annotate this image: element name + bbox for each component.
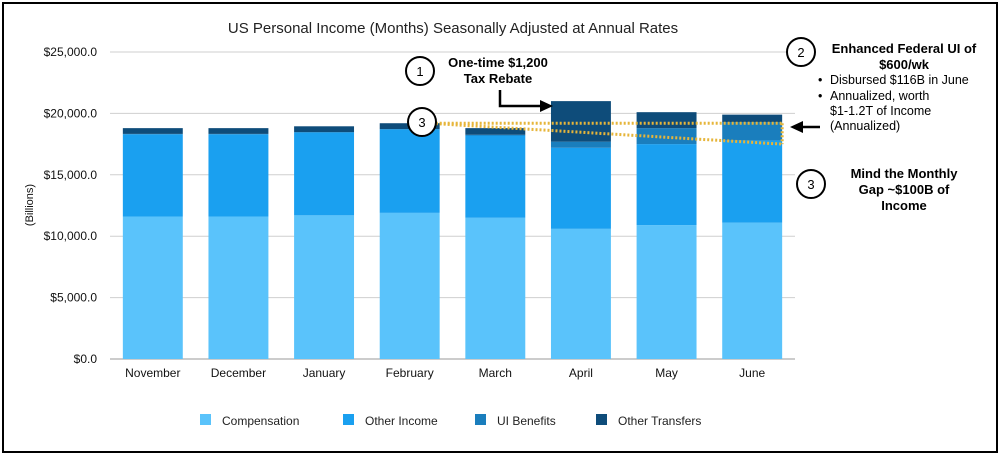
legend-swatch <box>343 414 354 425</box>
annotation-2: 2 Enhanced Federal UI of $600/wk • Disbu… <box>786 37 977 133</box>
annotation-1-line1: One-time $1,200 <box>448 55 548 70</box>
legend-label: Other Income <box>365 414 438 428</box>
bar-segment <box>550 141 611 148</box>
bar-segment <box>208 216 269 359</box>
bar-segment <box>722 121 783 141</box>
bar-segment <box>122 134 183 217</box>
annotation-2-title-line1: Enhanced Federal UI of <box>832 41 977 56</box>
annotation-3a-number: 3 <box>418 115 425 130</box>
legend-swatch <box>200 414 211 425</box>
legend-swatch <box>475 414 486 425</box>
x-axis-categories: November December January February March Apri… <box>125 366 765 380</box>
legend-label: Compensation <box>222 414 299 428</box>
legend-swatch <box>596 414 607 425</box>
legend-label: UI Benefits <box>497 414 556 428</box>
bar-segment <box>379 212 440 359</box>
annotation-2-bullet2-marker: • <box>818 89 822 103</box>
bar-segment <box>294 215 355 359</box>
annotation-1-line2: Tax Rebate <box>464 71 532 86</box>
bar-segment <box>294 132 355 216</box>
y-tick-label: $10,000.0 <box>44 229 98 243</box>
annotation-2-arrowhead <box>790 121 803 133</box>
bar-stack <box>550 101 611 359</box>
legend: Compensation Other Income UI Benefits Other… <box>200 414 701 428</box>
x-tick-label: March <box>479 366 512 380</box>
annotation-3a: 3 <box>407 107 437 137</box>
legend-label: Other Transfers <box>618 414 701 428</box>
bar-segment <box>122 216 183 359</box>
bar-segment <box>208 134 269 217</box>
chart-title: US Personal Income (Months) Seasonally A… <box>228 20 678 37</box>
bar-segment <box>550 101 611 142</box>
annotation-3b-circle <box>796 169 826 199</box>
annotation-2-circle <box>786 37 816 67</box>
y-axis-ticks: $0.0 $5,000.0 $10,000.0 $15,000.0 $20,000.0 $… <box>44 45 98 366</box>
bar-segment <box>722 140 783 223</box>
bars <box>122 101 783 359</box>
bar-segment <box>465 134 526 136</box>
bar-segment <box>550 228 611 359</box>
bar-segment <box>636 144 697 226</box>
gap-lines <box>427 121 784 146</box>
y-axis-label: (Billions) <box>24 184 36 226</box>
bar-segment <box>636 225 697 359</box>
y-tick-label: $0.0 <box>74 352 98 366</box>
bar-segment <box>294 126 355 133</box>
bar-segment <box>722 222 783 359</box>
annotation-2-bullet2-line1: Annualized, worth <box>830 89 929 103</box>
bar-segment <box>636 128 697 145</box>
x-tick-label: December <box>211 366 266 380</box>
annotation-2-bullet1-marker: • <box>818 73 822 87</box>
x-tick-label: April <box>569 366 593 380</box>
annotation-1-number: 1 <box>416 64 423 79</box>
annotation-2-bullet1: Disbursed $116B in June <box>830 73 969 87</box>
bar-stack <box>122 128 183 359</box>
annotation-1-circle <box>405 56 435 86</box>
annotation-3b-number: 3 <box>807 177 814 192</box>
annotation-2-title-line2: $600/wk <box>879 57 930 72</box>
bar-segment <box>465 217 526 359</box>
x-tick-label: May <box>655 366 678 380</box>
annotation-3b-line3: Income <box>881 198 927 213</box>
bar-stack <box>465 128 526 359</box>
annotation-1: 1 One-time $1,200 Tax Rebate <box>405 55 553 112</box>
annotation-1-arrow <box>498 90 541 108</box>
annotation-1-arrowhead <box>540 100 553 112</box>
y-tick-label: $25,000.0 <box>44 45 98 59</box>
gap-line-lower <box>427 121 783 146</box>
annotation-3a-circle <box>407 107 437 137</box>
y-tick-label: $5,000.0 <box>50 291 97 305</box>
y-tick-label: $20,000.0 <box>44 106 98 120</box>
bar-segment <box>722 114 783 122</box>
bar-segment <box>550 147 611 229</box>
bar-segment <box>465 135 526 218</box>
annotation-2-bullet2-line2: $1-1.2T of Income <box>830 104 931 118</box>
bar-stack <box>722 114 783 359</box>
bar-segment <box>208 128 269 134</box>
x-tick-label: June <box>739 366 765 380</box>
bar-stack <box>636 112 697 359</box>
bar-segment <box>379 129 440 213</box>
bar-stack <box>208 128 269 359</box>
annotation-2-bullet2-line3: (Annualized) <box>830 119 900 133</box>
bar-segment <box>636 112 697 129</box>
annotation-3b-line2: Gap ~$100B of <box>859 182 950 197</box>
bar-segment <box>465 128 526 135</box>
bar-segment <box>122 128 183 134</box>
annotation-2-number: 2 <box>797 45 804 60</box>
annotation-3b-line1: Mind the Monthly <box>851 166 959 181</box>
annotation-3b: 3 Mind the Monthly Gap ~$100B of Income <box>796 166 959 213</box>
x-tick-label: February <box>386 366 434 380</box>
x-tick-label: January <box>303 366 346 380</box>
bar-stack <box>294 126 355 359</box>
x-tick-label: November <box>125 366 180 380</box>
y-tick-label: $15,000.0 <box>44 168 98 182</box>
bar-stack <box>379 123 440 359</box>
